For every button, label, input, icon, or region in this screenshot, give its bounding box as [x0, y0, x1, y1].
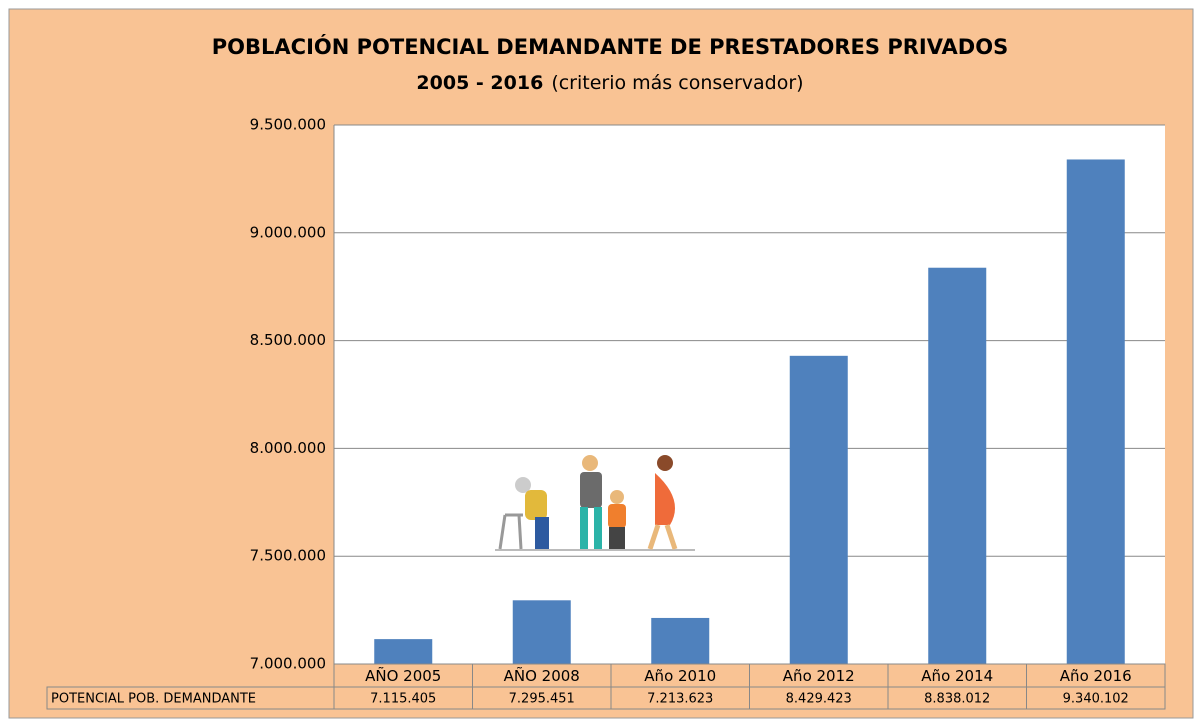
table-value: 7.213.623 [647, 692, 713, 707]
table-value: 8.429.423 [786, 692, 852, 707]
series-label: POTENCIAL POB. DEMANDANTE [51, 692, 256, 707]
table-cell [1026, 686, 1166, 710]
plot-area [334, 125, 1165, 664]
illustration [495, 455, 695, 551]
x-tick-label: AÑO 2005 [365, 666, 441, 685]
y-tick-label: 9.500.000 [250, 116, 326, 134]
bar [512, 600, 571, 664]
bar [928, 267, 987, 664]
bar [789, 355, 848, 664]
bar [651, 617, 710, 664]
y-tick-label: 8.000.000 [250, 439, 326, 457]
x-tick-label: Año 2014 [921, 667, 993, 685]
x-tick-label: Año 2010 [644, 667, 716, 685]
chart-title: POBLACIÓN POTENCIAL DEMANDANTE DE PRESTA… [212, 34, 1008, 59]
x-tick-label: AÑO 2008 [504, 666, 580, 685]
x-tick-label: Año 2012 [783, 667, 855, 685]
table-value: 7.115.405 [370, 692, 436, 707]
y-tick-label: 9.000.000 [250, 223, 326, 241]
bar [1066, 159, 1125, 665]
table-cell [46, 686, 335, 710]
table-value: 9.340.102 [1063, 692, 1129, 707]
chart-subtitle: 2005 - 2016 (criterio más conservador) [416, 72, 803, 94]
table-value: 7.295.451 [509, 692, 575, 707]
x-tick-label: Año 2016 [1060, 667, 1132, 685]
y-tick-label: 8.500.000 [250, 331, 326, 349]
bar [374, 639, 433, 664]
table-value: 8.838.012 [924, 692, 990, 707]
subtitle-note: (criterio más conservador) [551, 72, 803, 94]
subtitle-years: 2005 - 2016 [416, 72, 543, 94]
y-tick-label: 7.500.000 [250, 547, 326, 565]
y-tick-label: 7.000.000 [250, 655, 326, 673]
